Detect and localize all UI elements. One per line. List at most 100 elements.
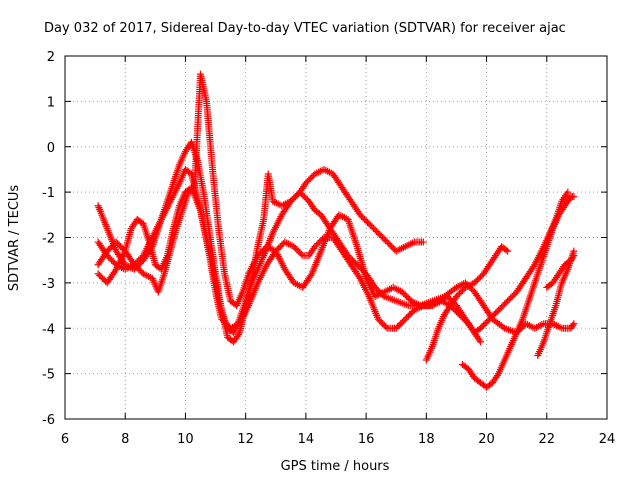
data-point bbox=[290, 194, 298, 202]
data-point bbox=[374, 229, 382, 237]
data-point bbox=[401, 291, 409, 299]
data-point bbox=[293, 246, 301, 254]
data-point bbox=[419, 238, 427, 246]
data-point bbox=[487, 314, 495, 322]
data-point bbox=[300, 193, 308, 201]
data-point bbox=[356, 211, 364, 219]
y-tick-label: -4 bbox=[42, 322, 55, 337]
data-point bbox=[362, 217, 370, 225]
data-point bbox=[389, 244, 397, 252]
data-point bbox=[105, 246, 113, 254]
x-tick-label: 6 bbox=[61, 432, 69, 447]
data-point bbox=[290, 243, 298, 251]
y-tick-label: 0 bbox=[47, 141, 55, 156]
data-point bbox=[477, 273, 485, 281]
data-point bbox=[106, 244, 114, 252]
data-point bbox=[112, 238, 120, 246]
data-point bbox=[475, 274, 483, 282]
data-point bbox=[474, 276, 482, 284]
data-point bbox=[501, 300, 509, 308]
data-point bbox=[257, 249, 265, 257]
data-point bbox=[404, 312, 412, 320]
y-tick-label: -1 bbox=[42, 186, 55, 201]
data-point bbox=[224, 321, 232, 329]
data-point bbox=[458, 286, 466, 294]
data-point bbox=[114, 240, 122, 248]
data-point bbox=[486, 315, 494, 323]
data-point bbox=[135, 265, 143, 273]
data-point bbox=[111, 267, 119, 275]
grid bbox=[65, 56, 607, 419]
data-point bbox=[505, 296, 513, 304]
data-point bbox=[445, 294, 453, 302]
data-point bbox=[291, 244, 299, 252]
data-point bbox=[299, 191, 307, 199]
data-point bbox=[222, 320, 230, 328]
data-point bbox=[367, 221, 375, 229]
data-point bbox=[355, 273, 363, 281]
data-point bbox=[219, 317, 227, 325]
data-point bbox=[507, 294, 515, 302]
data-point bbox=[312, 241, 320, 249]
data-point bbox=[510, 291, 518, 299]
series-track-4 bbox=[94, 70, 485, 346]
x-axis-label: GPS time / hours bbox=[281, 459, 390, 474]
data-point bbox=[291, 193, 299, 201]
data-point bbox=[564, 188, 572, 196]
data-point bbox=[570, 320, 578, 328]
data-point bbox=[106, 255, 114, 263]
x-tick-label: 22 bbox=[539, 432, 556, 447]
data-point bbox=[358, 212, 366, 220]
data-point bbox=[380, 321, 388, 329]
x-tick-label: 12 bbox=[237, 432, 254, 447]
data-point bbox=[484, 317, 492, 325]
data-point bbox=[296, 249, 304, 257]
data-point bbox=[109, 258, 117, 266]
data-point bbox=[136, 267, 144, 275]
data-point bbox=[443, 292, 451, 300]
data-point bbox=[498, 303, 506, 311]
data-point bbox=[477, 338, 485, 346]
x-tick-label: 18 bbox=[418, 432, 435, 447]
data-point bbox=[455, 289, 463, 297]
data-point bbox=[400, 289, 408, 297]
data-point bbox=[385, 240, 393, 248]
data-point bbox=[373, 227, 381, 235]
data-point bbox=[480, 321, 488, 329]
data-point bbox=[502, 299, 510, 307]
y-tick-label: 2 bbox=[47, 50, 55, 65]
data-point bbox=[394, 323, 402, 331]
data-point bbox=[135, 256, 143, 264]
y-tick-label: -3 bbox=[42, 277, 55, 292]
data-point bbox=[133, 264, 141, 272]
data-point bbox=[386, 241, 394, 249]
data-point bbox=[306, 175, 314, 183]
data-point bbox=[108, 256, 116, 264]
y-tick-label: -2 bbox=[42, 232, 55, 247]
data-point bbox=[364, 218, 372, 226]
data-point bbox=[311, 243, 319, 251]
data-point bbox=[496, 305, 504, 313]
data-point bbox=[376, 230, 384, 238]
data-point bbox=[303, 178, 311, 186]
data-point bbox=[392, 324, 400, 332]
data-point bbox=[218, 315, 226, 323]
data-point bbox=[383, 238, 391, 246]
y-axis-label: SDTVAR / TECUs bbox=[7, 185, 22, 292]
data-point bbox=[276, 243, 284, 251]
data-point bbox=[365, 220, 373, 228]
data-point bbox=[382, 323, 390, 331]
data-point bbox=[307, 272, 315, 280]
data-point bbox=[469, 327, 477, 335]
x-tick-label: 14 bbox=[298, 432, 315, 447]
data-point bbox=[115, 241, 123, 249]
data-point bbox=[314, 240, 322, 248]
data-point bbox=[472, 277, 480, 285]
data-point bbox=[278, 241, 286, 249]
x-tick-label: 10 bbox=[177, 432, 194, 447]
plot-frame bbox=[64, 55, 608, 420]
data-point bbox=[508, 292, 516, 300]
data-point bbox=[302, 194, 310, 202]
data-point bbox=[380, 235, 388, 243]
